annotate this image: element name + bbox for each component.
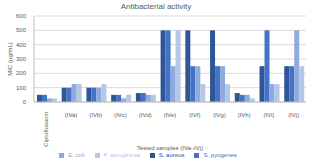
html-text:S. aureus: S. aureus (158, 152, 185, 158)
svg-text:300: 300 (16, 56, 27, 62)
svg-text:MIC (µg/mL): MIC (µg/mL) (8, 42, 13, 75)
svg-text:(IVh): (IVh) (238, 112, 251, 118)
svg-text:400: 400 (16, 42, 27, 48)
svg-text:200: 200 (16, 70, 27, 76)
svg-text:100: 100 (16, 85, 27, 91)
svg-text:600: 600 (16, 14, 27, 19)
svg-text:(IVb): (IVb) (89, 112, 102, 118)
svg-text:(IVf): (IVf) (189, 112, 200, 118)
svg-text:(IVc): (IVc) (114, 112, 127, 118)
svg-text:(IVa): (IVa) (65, 112, 78, 118)
svg-text:(IVd): (IVd) (139, 112, 152, 118)
svg-text:Tested samples (IVa–IVj): Tested samples (IVa–IVj) (137, 145, 203, 151)
html-text:E. coli: E. coli (68, 152, 85, 158)
svg-text:Ciprofloxacin: Ciprofloxacin (43, 112, 49, 147)
html-text:P. aeruginosa: P. aeruginosa (103, 152, 140, 158)
html-text:Antibacterial activity: Antibacterial activity (120, 2, 192, 11)
svg-text:500: 500 (16, 27, 27, 33)
svg-text:(IVi): (IVi) (263, 112, 274, 118)
svg-text:(IVj): (IVj) (288, 112, 299, 118)
svg-text:(IVg): (IVg) (213, 112, 226, 118)
svg-text:0: 0 (23, 99, 27, 105)
svg-text:(IVe): (IVe) (164, 112, 177, 118)
html-text:S. pyogenes: S. pyogenes (203, 152, 237, 158)
